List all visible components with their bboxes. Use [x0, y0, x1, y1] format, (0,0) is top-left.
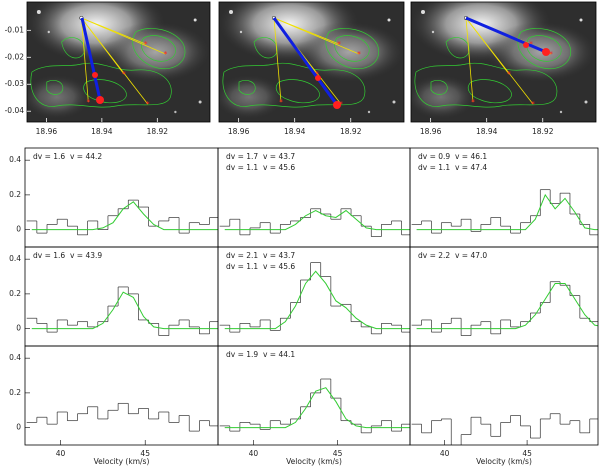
- x-tick-label: 45: [333, 449, 343, 458]
- annotation: dv = 2.1 v = 43.7: [226, 251, 295, 260]
- x-tick-label: 18.92: [340, 127, 362, 136]
- frame: [409, 246, 599, 347]
- x-tick-label: 40: [249, 449, 259, 458]
- marker: [92, 72, 98, 78]
- y-tick-label: -0.02: [5, 52, 25, 61]
- y-tick-label: 0.4: [9, 353, 21, 362]
- plot-area: [411, 413, 598, 445]
- x-tick-label: 40: [440, 449, 450, 458]
- x-tick-label: 18.92: [147, 127, 169, 136]
- fit-line: [224, 270, 410, 330]
- sight-line: [272, 17, 339, 106]
- y-tick-label: -0.01: [5, 25, 25, 34]
- x-axis-label: Velocity (km/s): [286, 457, 342, 466]
- x-tick-label: 18.94: [91, 127, 113, 136]
- marker: [542, 48, 550, 56]
- annotation: dv = 1.6 v = 44.2: [33, 152, 102, 161]
- sight-line: [465, 16, 547, 54]
- x-tick-label: 18.92: [532, 127, 554, 136]
- marker: [96, 96, 104, 104]
- marker: [333, 101, 341, 109]
- fit-line: [416, 282, 598, 330]
- annotation: dv = 1.9 v = 44.1: [226, 350, 295, 359]
- x-tick-label: 45: [522, 449, 532, 458]
- annotation: dv = 1.1 v = 45.6: [226, 262, 295, 271]
- y-tick-label: -0.03: [5, 79, 25, 88]
- fit-line: [224, 209, 410, 231]
- y-tick-label: 0.2: [9, 190, 21, 199]
- sky-image: [411, 2, 596, 122]
- fit-line: [416, 193, 598, 231]
- fit-line: [31, 291, 218, 330]
- sky-image: [27, 2, 210, 122]
- marker: [315, 75, 321, 81]
- x-tick-label: 18.96: [420, 127, 442, 136]
- y-tick-label: 0.4: [9, 155, 21, 164]
- frame: [410, 1, 597, 123]
- sky-image: [219, 2, 404, 122]
- y-tick-label: 0.4: [9, 254, 21, 263]
- sky-panels: [27, 2, 596, 122]
- annotation: dv = 0.9 v = 46.1: [418, 152, 487, 161]
- frame: [26, 1, 211, 123]
- x-tick-label: 45: [140, 449, 150, 458]
- x-tick-label: 18.94: [476, 127, 498, 136]
- annotation: dv = 2.2 v = 47.0: [418, 251, 487, 260]
- frame: [217, 345, 411, 446]
- y-tick-label: 0.2: [9, 388, 21, 397]
- x-tick-label: 18.96: [228, 127, 250, 136]
- y-tick-label: 0: [16, 324, 21, 333]
- plot-area: [26, 286, 218, 336]
- plot-area: [26, 199, 218, 236]
- annotation: dv = 1.1 v = 45.6: [226, 163, 295, 172]
- y-tick-label: 0.2: [9, 289, 21, 298]
- frame: [409, 345, 599, 446]
- x-tick-label: 18.96: [36, 127, 58, 136]
- frame: [24, 246, 219, 347]
- fit-line: [224, 387, 410, 429]
- plot-area: [219, 208, 410, 237]
- annotation: dv = 1.6 v = 43.9: [33, 251, 102, 260]
- plot-area: [411, 281, 598, 336]
- plot-area: [411, 189, 598, 236]
- x-axis-label: Velocity (km/s): [94, 457, 150, 466]
- plot-area: [219, 262, 410, 335]
- fit-line: [31, 201, 218, 231]
- frame: [218, 1, 405, 123]
- y-tick-label: 0: [16, 225, 21, 234]
- x-axis-label: Velocity (km/s): [476, 457, 532, 466]
- plot-area: [219, 378, 410, 434]
- annotation: dv = 1.7 v = 43.7: [226, 152, 295, 161]
- y-tick-label: -0.04: [5, 106, 25, 115]
- plot-area: [26, 402, 218, 432]
- marker: [523, 42, 529, 48]
- x-tick-label: 40: [56, 449, 66, 458]
- sight-line: [80, 17, 102, 101]
- annotation: dv = 1.1 v = 47.4: [418, 163, 487, 172]
- y-tick-label: 0: [16, 423, 21, 432]
- x-tick-label: 18.94: [284, 127, 306, 136]
